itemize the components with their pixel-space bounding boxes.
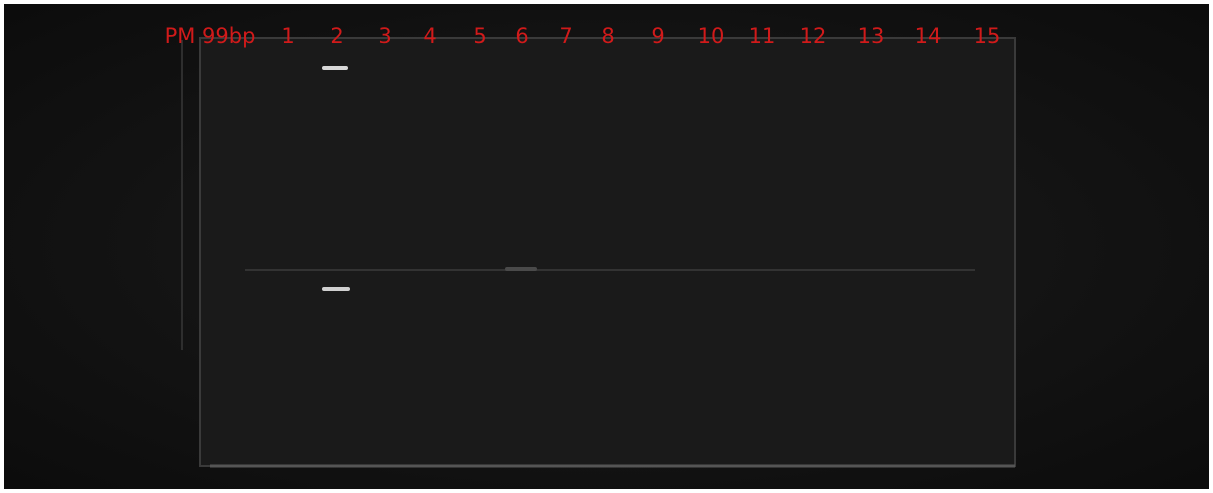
lane-label: 3: [378, 24, 391, 48]
lane-label: 9: [651, 24, 664, 48]
lane-label: 4: [423, 24, 436, 48]
dna-band: [322, 66, 348, 70]
lane-label: 7: [559, 24, 572, 48]
lane-label: 11: [749, 24, 776, 48]
gel-tray: [200, 38, 1015, 466]
lane-label: PM 99bp: [165, 24, 256, 48]
lane-label: 6: [515, 24, 528, 48]
lane-label: 12: [800, 24, 827, 48]
lane-label: 1: [281, 24, 294, 48]
faint-band: [505, 267, 537, 271]
lane-label: 8: [601, 24, 614, 48]
lane-label: 15: [974, 24, 1001, 48]
lane-label: 13: [858, 24, 885, 48]
gel-image: PM 99bp123456789101112131415: [0, 0, 1213, 493]
lane-label: 2: [330, 24, 343, 48]
page: PM 99bp123456789101112131415 (() => { co…: [0, 0, 1213, 493]
dna-band: [322, 287, 350, 291]
lane-label: 14: [915, 24, 942, 48]
lane-label: 5: [473, 24, 486, 48]
lane-label: 10: [698, 24, 725, 48]
